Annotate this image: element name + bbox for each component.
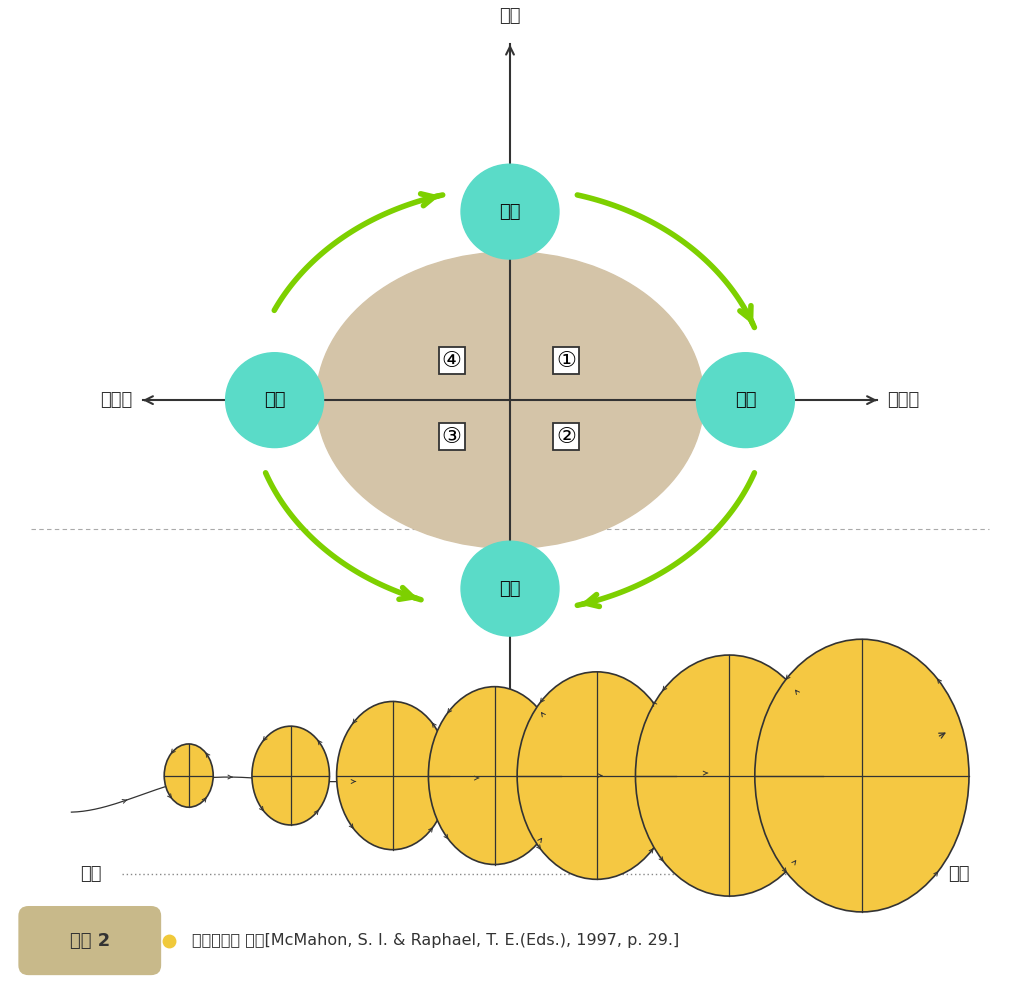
Text: 공개: 공개 bbox=[264, 391, 285, 409]
Text: 수용: 수용 bbox=[734, 391, 755, 409]
Ellipse shape bbox=[754, 639, 968, 912]
Text: 관습: 관습 bbox=[498, 203, 521, 220]
Text: ③: ③ bbox=[441, 427, 462, 447]
Circle shape bbox=[461, 541, 558, 636]
Text: ②: ② bbox=[555, 427, 576, 447]
Ellipse shape bbox=[635, 655, 822, 896]
Text: 비고츠키의 공간[McMahon, S. I. & Raphael, T. E.(Eds.), 1997, p. 29.]: 비고츠키의 공간[McMahon, S. I. & Raphael, T. E.… bbox=[192, 933, 679, 948]
Ellipse shape bbox=[336, 701, 448, 850]
Ellipse shape bbox=[164, 744, 213, 807]
Ellipse shape bbox=[517, 672, 676, 879]
Text: 개인적: 개인적 bbox=[100, 391, 132, 409]
Ellipse shape bbox=[316, 252, 703, 548]
Text: 현재: 현재 bbox=[948, 865, 969, 883]
Text: ①: ① bbox=[555, 351, 576, 370]
Text: 공적: 공적 bbox=[498, 7, 521, 25]
Text: 변형: 변형 bbox=[498, 580, 521, 598]
Circle shape bbox=[225, 353, 323, 448]
Text: 사회적: 사회적 bbox=[887, 391, 919, 409]
Text: 과거: 과거 bbox=[81, 865, 102, 883]
Circle shape bbox=[696, 353, 794, 448]
Text: 사적: 사적 bbox=[498, 776, 521, 793]
Circle shape bbox=[461, 164, 558, 259]
Ellipse shape bbox=[428, 687, 560, 864]
Ellipse shape bbox=[252, 726, 329, 825]
FancyBboxPatch shape bbox=[18, 906, 161, 975]
Text: ④: ④ bbox=[441, 351, 462, 370]
Text: 그림 2: 그림 2 bbox=[69, 932, 110, 949]
